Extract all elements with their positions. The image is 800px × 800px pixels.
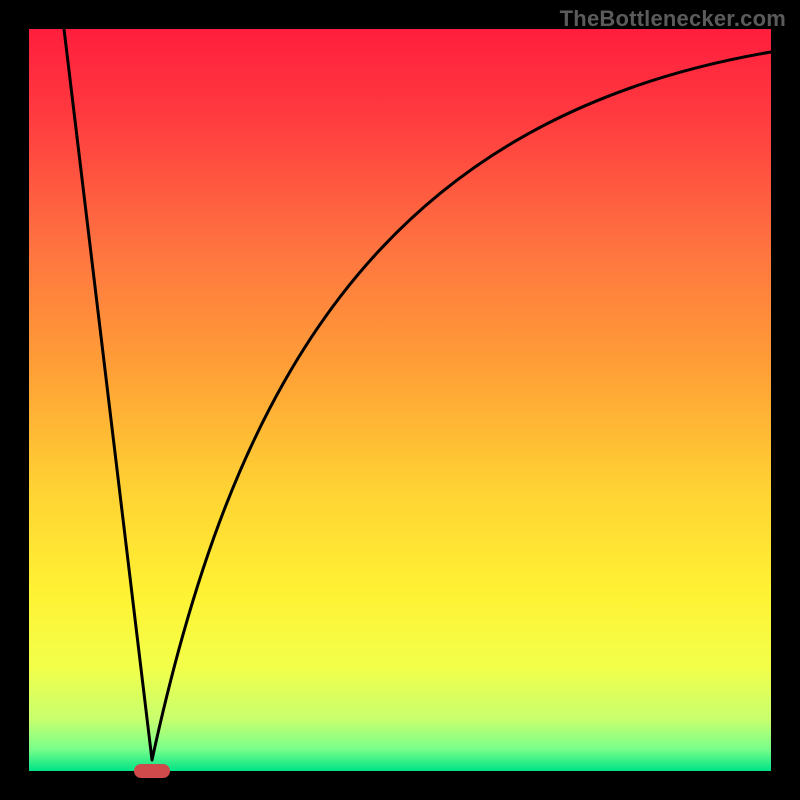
chart-container: TheBottlenecker.com: [0, 0, 800, 800]
bottleneck-chart: [0, 0, 800, 800]
optimal-marker: [134, 764, 170, 778]
watermark-text: TheBottlenecker.com: [560, 6, 786, 32]
